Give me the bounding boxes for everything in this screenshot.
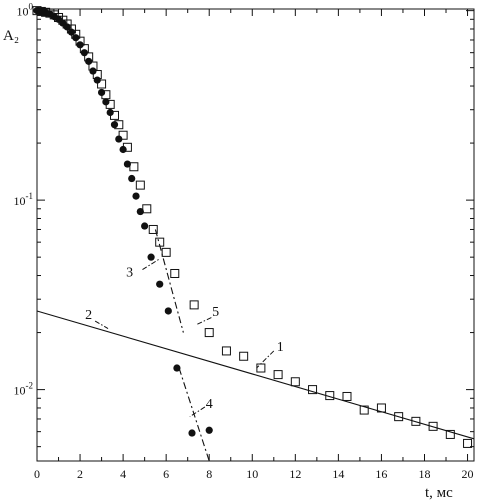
curve-label-4: 4 [206, 397, 213, 412]
open-square-point [97, 79, 107, 89]
open-square-point [204, 328, 214, 338]
filled-circle-point [141, 222, 149, 230]
x-tick-label: 20 [462, 467, 474, 481]
annotation-leader [142, 258, 160, 270]
x-tick-label: 14 [332, 467, 344, 481]
x-tick-label: 6 [163, 467, 169, 481]
open-square-point [221, 346, 231, 356]
y-axis-label: A₂ [3, 28, 19, 44]
fit-line-1 [36, 310, 475, 440]
open-square-point [411, 416, 421, 426]
annotations: 1 2 3 4 5 [85, 258, 284, 418]
x-tick-label: 12 [289, 467, 301, 481]
open-square-point [273, 370, 283, 380]
x-tick-label: 18 [418, 467, 430, 481]
open-square-point [376, 403, 386, 413]
x-tick-label: 2 [77, 467, 83, 481]
x-tick-label: 10 [246, 467, 258, 481]
open-square-point [325, 391, 335, 401]
open-square-point [129, 162, 139, 172]
curve-label-3: 3 [126, 266, 133, 281]
filled-circle-point [147, 253, 155, 261]
x-tick-label: 8 [206, 467, 212, 481]
open-square-point [118, 130, 128, 140]
open-square-point [92, 70, 102, 80]
open-square-point [463, 438, 473, 448]
open-square-point [101, 90, 111, 100]
filled-circle-point [132, 192, 140, 200]
open-square-point [109, 110, 119, 120]
open-square-point [105, 99, 115, 109]
open-square-point [428, 421, 438, 431]
filled-circle-point [188, 429, 196, 437]
open-square-point [445, 429, 455, 439]
open-square-point [155, 237, 165, 247]
curve-label-1: 1 [277, 340, 284, 355]
annotation-leader [94, 320, 109, 329]
x-axis-label: t, мс [425, 485, 453, 501]
data-markers [32, 6, 473, 448]
curve-label-5: 5 [212, 305, 219, 320]
filled-circle-point [173, 364, 181, 372]
open-square-point [135, 180, 145, 190]
annotation-leader [189, 406, 206, 418]
x-tick-label: 4 [120, 467, 126, 481]
open-square-point [84, 52, 94, 62]
open-square-point [189, 300, 199, 310]
curve-label-2: 2 [85, 308, 92, 323]
filled-circle-point [123, 160, 132, 168]
open-square-point [394, 412, 404, 422]
y-tick-label: 10-1 [14, 191, 34, 208]
open-square-point [148, 224, 158, 234]
filled-circle-point [205, 426, 213, 434]
filled-circle-point [128, 174, 136, 183]
open-square-point [122, 142, 132, 152]
x-tick-label: 16 [375, 467, 387, 481]
annotation-leader [256, 350, 275, 369]
open-square-point [290, 377, 300, 387]
x-tick-label: 0 [34, 467, 40, 481]
open-square-point [142, 204, 152, 214]
open-square-point [239, 351, 249, 361]
open-square-point [342, 391, 352, 401]
open-square-point [170, 268, 180, 278]
annotation-leader [196, 317, 212, 326]
y-tick-label: 100 [17, 2, 34, 19]
open-square-point [161, 247, 171, 257]
open-square-point [114, 120, 124, 130]
open-square-point [359, 405, 369, 415]
filled-circle-point [136, 207, 144, 216]
open-square-point [308, 385, 318, 395]
filled-circle-point [156, 280, 164, 288]
fit-line-3 [178, 367, 210, 462]
filled-circle-point [164, 307, 172, 315]
y-tick-label: 10-2 [14, 381, 34, 398]
plot-frame [36, 8, 475, 462]
